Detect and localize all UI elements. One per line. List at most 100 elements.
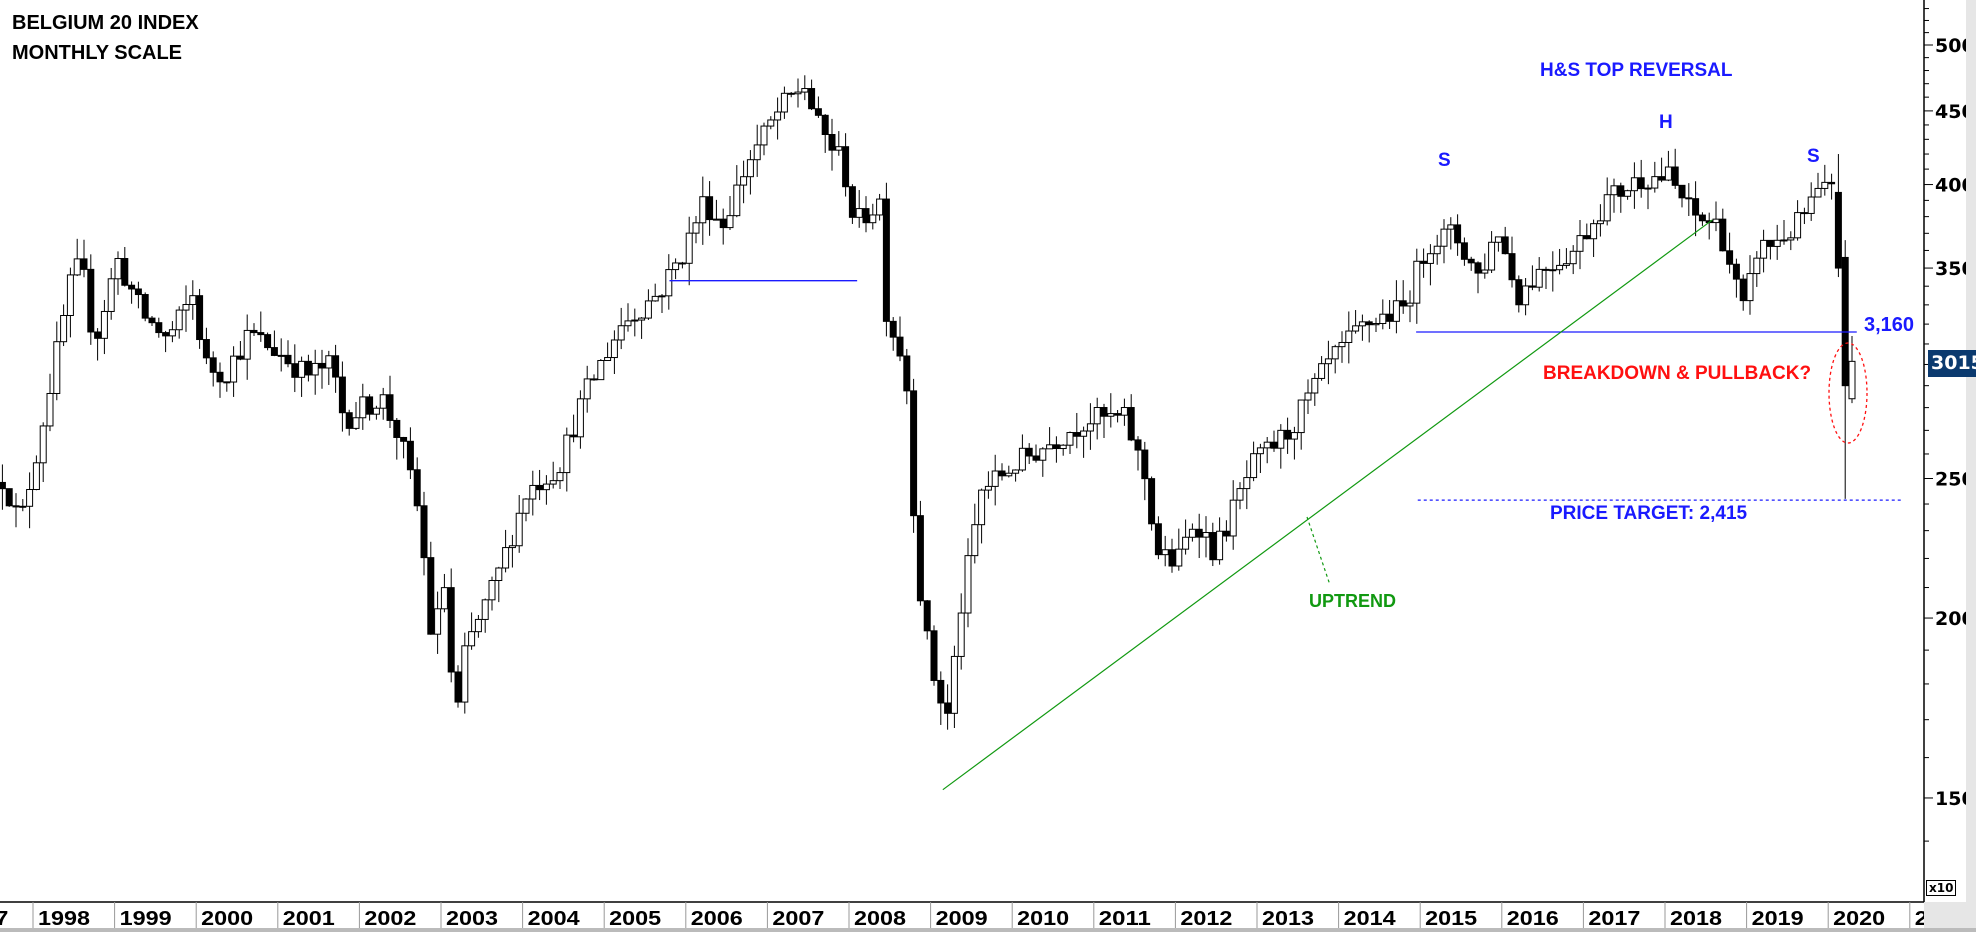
candle-up [1352,325,1360,332]
candle-up [801,88,809,93]
candle-up [1392,300,1400,322]
candle-up [114,258,122,280]
candle-up [1447,224,1455,230]
candle-down [944,702,952,714]
candle-up [481,599,489,620]
y-tick-label: 450 [1935,101,1975,123]
x-tick-label: 2016 [1507,908,1559,930]
x-tick-label: 2007 [772,908,824,930]
left-shoulder-label: S [1438,150,1451,171]
candle-up [1596,220,1604,225]
candle-up [1488,241,1496,271]
candle-up [746,159,754,178]
head-label: H [1659,112,1673,133]
candle-up [1345,330,1353,343]
candle-up [876,198,884,216]
candle-down [1284,429,1292,440]
candle-up [325,355,333,369]
x-tick-label: 2001 [283,908,335,930]
candle-up [1624,190,1632,197]
candle-down [1365,321,1373,326]
candle-up [1236,488,1244,501]
candle-down [590,378,598,381]
candle-down [202,339,210,359]
candle-up [515,512,523,547]
candle-down [903,355,911,392]
candle-down [1678,184,1686,199]
candle-up [1358,321,1366,327]
x-tick-label: 2005 [609,908,661,930]
candle-up [835,146,843,151]
candle-down [420,505,428,559]
candle-up [1569,250,1577,265]
chart-subtitle: MONTHLY SCALE [12,42,183,64]
candle-down [12,505,20,508]
candle-up [692,222,700,234]
candle-up [644,300,652,319]
candle-down [1685,197,1693,200]
candle-up [1821,181,1829,189]
candle-up [576,398,584,438]
right-scrollbar-strip[interactable] [1966,0,1976,932]
candle-down [862,208,870,224]
x-tick-label: 1997 [0,908,8,930]
candle-down [719,218,727,229]
candle-up [1324,358,1332,365]
candle-down [1025,447,1033,457]
candle-down [80,258,88,270]
candle-down [1508,253,1516,281]
breakdown-label: BREAKDOWN & PULLBACK? [1543,363,1812,384]
candle-up [1229,499,1237,537]
candle-up [672,262,680,271]
candle-up [1297,399,1305,434]
candle-up [1522,285,1530,306]
candle-up [474,618,482,633]
y-tick-label: 350 [1935,258,1975,280]
candle-up [298,360,306,378]
x-tick-label: 1998 [38,908,90,930]
candle-up [1216,530,1224,561]
candle-up [1256,447,1264,455]
candle-up [1630,177,1638,192]
pattern-label: H&S TOP REVERSAL [1540,60,1733,81]
candle-up [760,125,768,146]
candle-down [223,381,231,384]
candle-down [366,396,374,415]
candle-down [0,481,6,490]
candle-up [542,483,550,491]
candle-down [427,557,435,635]
candle-down [209,357,217,373]
candle-down [386,394,394,421]
y-tick-label: 250 [1935,468,1975,490]
candle-up [556,472,564,482]
candles [0,75,1856,730]
candle-down [1209,532,1217,561]
x-tick-label: 2004 [528,908,581,930]
candle-down [536,484,544,491]
x-tick-label: 2019 [1752,908,1804,930]
candle-up [604,357,612,362]
candle-down [848,186,856,218]
candle-down [787,92,795,95]
candle-up [1406,302,1414,307]
candle-up [1182,536,1190,550]
candle-up [794,91,802,95]
candle-down [1073,432,1081,437]
candle-down [1515,279,1523,306]
candle-up [1039,448,1047,461]
candle-down [155,322,163,334]
candle-down [413,469,421,507]
chart-title: BELGIUM 20 INDEX [12,12,199,34]
candle-down [406,440,414,471]
candle-up [597,360,605,381]
candle-down [400,436,408,442]
candle-up [1066,432,1074,446]
candle-down [284,354,292,365]
x-tick-label: 1999 [120,908,172,930]
x-tick-label: 2003 [446,908,498,930]
candle-down [128,284,136,290]
candle-down [821,114,829,135]
candle-up [1093,407,1101,425]
candle-down [937,679,945,704]
candle-up [1440,228,1448,247]
